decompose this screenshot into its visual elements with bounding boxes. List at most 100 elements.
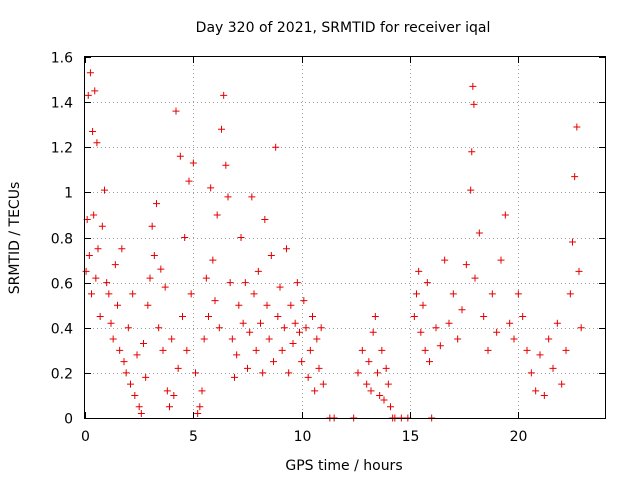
data-point xyxy=(549,364,557,372)
data-point xyxy=(298,358,306,366)
data-point xyxy=(293,279,301,287)
data-point xyxy=(91,87,99,95)
data-point xyxy=(252,346,260,354)
data-point xyxy=(114,301,121,309)
data-point xyxy=(105,290,113,298)
data-point xyxy=(233,351,241,359)
data-point xyxy=(436,342,444,350)
data-point xyxy=(116,346,124,354)
data-point xyxy=(380,396,388,404)
data-point xyxy=(163,387,171,395)
y-tick-label: 0.6 xyxy=(51,277,73,293)
data-point xyxy=(159,346,167,354)
data-point xyxy=(300,297,308,305)
data-point xyxy=(575,267,583,275)
data-point xyxy=(432,324,440,332)
data-point xyxy=(207,184,215,192)
data-point xyxy=(423,279,431,287)
data-point xyxy=(101,186,108,194)
y-tick-labels: 0 0.2 0.4 0.6 0.8 1 1.2 1.4 1.6 xyxy=(51,51,73,428)
data-point xyxy=(127,380,134,388)
data-point xyxy=(441,256,449,264)
data-point xyxy=(226,279,234,287)
data-point xyxy=(265,335,273,343)
data-points xyxy=(82,69,585,422)
x-tick-label: 0 xyxy=(81,429,90,445)
data-point xyxy=(354,369,362,377)
data-point xyxy=(280,324,288,332)
data-point xyxy=(84,91,92,99)
data-point xyxy=(90,211,98,219)
data-point xyxy=(410,312,418,320)
data-point xyxy=(144,301,152,309)
data-point xyxy=(202,274,210,282)
data-point xyxy=(111,261,119,269)
data-point xyxy=(122,369,130,377)
data-point xyxy=(118,245,126,253)
data-point xyxy=(237,234,245,241)
y-axis-label: SRMTID / TECUs xyxy=(7,182,23,295)
x-tick-label: 15 xyxy=(402,429,420,445)
x-tick-labels: 0 5 10 15 20 xyxy=(81,429,527,445)
data-point xyxy=(170,391,178,399)
data-point xyxy=(189,159,197,167)
data-point xyxy=(94,245,102,253)
data-point xyxy=(93,139,101,147)
data-point xyxy=(470,100,478,108)
x-tick-label: 10 xyxy=(294,429,312,445)
data-point xyxy=(235,301,243,309)
data-point xyxy=(514,290,522,298)
data-point xyxy=(291,319,299,327)
data-point xyxy=(371,312,379,320)
data-point xyxy=(140,340,147,348)
data-point xyxy=(192,369,199,377)
plot-frame xyxy=(84,56,606,419)
data-point xyxy=(510,335,518,343)
y-tick-label: 1 xyxy=(64,186,73,202)
data-point xyxy=(289,340,297,348)
data-point xyxy=(194,409,202,417)
data-point xyxy=(384,380,392,388)
data-point xyxy=(309,312,316,320)
data-point xyxy=(468,148,476,156)
data-point xyxy=(166,403,173,411)
data-point xyxy=(198,387,206,395)
data-point xyxy=(107,319,115,327)
data-point xyxy=(85,252,93,260)
data-point xyxy=(239,319,247,327)
data-point xyxy=(96,312,104,320)
y-tick-label: 0.4 xyxy=(51,322,73,338)
data-point xyxy=(358,346,366,354)
data-point xyxy=(129,290,137,298)
data-point xyxy=(296,328,303,336)
data-point xyxy=(536,351,544,359)
data-point xyxy=(458,306,466,314)
data-point xyxy=(419,301,427,309)
data-point xyxy=(488,290,496,298)
data-point xyxy=(317,324,325,332)
data-point xyxy=(376,391,384,399)
data-point xyxy=(254,267,262,275)
data-point xyxy=(209,256,217,264)
data-point xyxy=(222,161,230,169)
data-point xyxy=(311,387,319,395)
data-point xyxy=(259,369,267,377)
data-point xyxy=(213,211,221,219)
data-point xyxy=(369,328,377,336)
data-point xyxy=(573,123,581,131)
data-point xyxy=(454,335,462,343)
data-point xyxy=(417,328,425,336)
y-tick-label: 0.2 xyxy=(51,367,73,383)
data-point xyxy=(211,297,219,305)
data-point xyxy=(558,380,566,388)
data-point xyxy=(545,335,553,343)
data-point xyxy=(566,290,574,298)
data-point xyxy=(387,403,394,411)
data-point xyxy=(378,346,386,354)
data-point xyxy=(157,265,165,273)
chart-title: Day 320 of 2021, SRMTID for receiver iqa… xyxy=(196,20,491,36)
data-point xyxy=(88,290,95,298)
data-point xyxy=(445,319,453,327)
data-point xyxy=(506,319,514,327)
